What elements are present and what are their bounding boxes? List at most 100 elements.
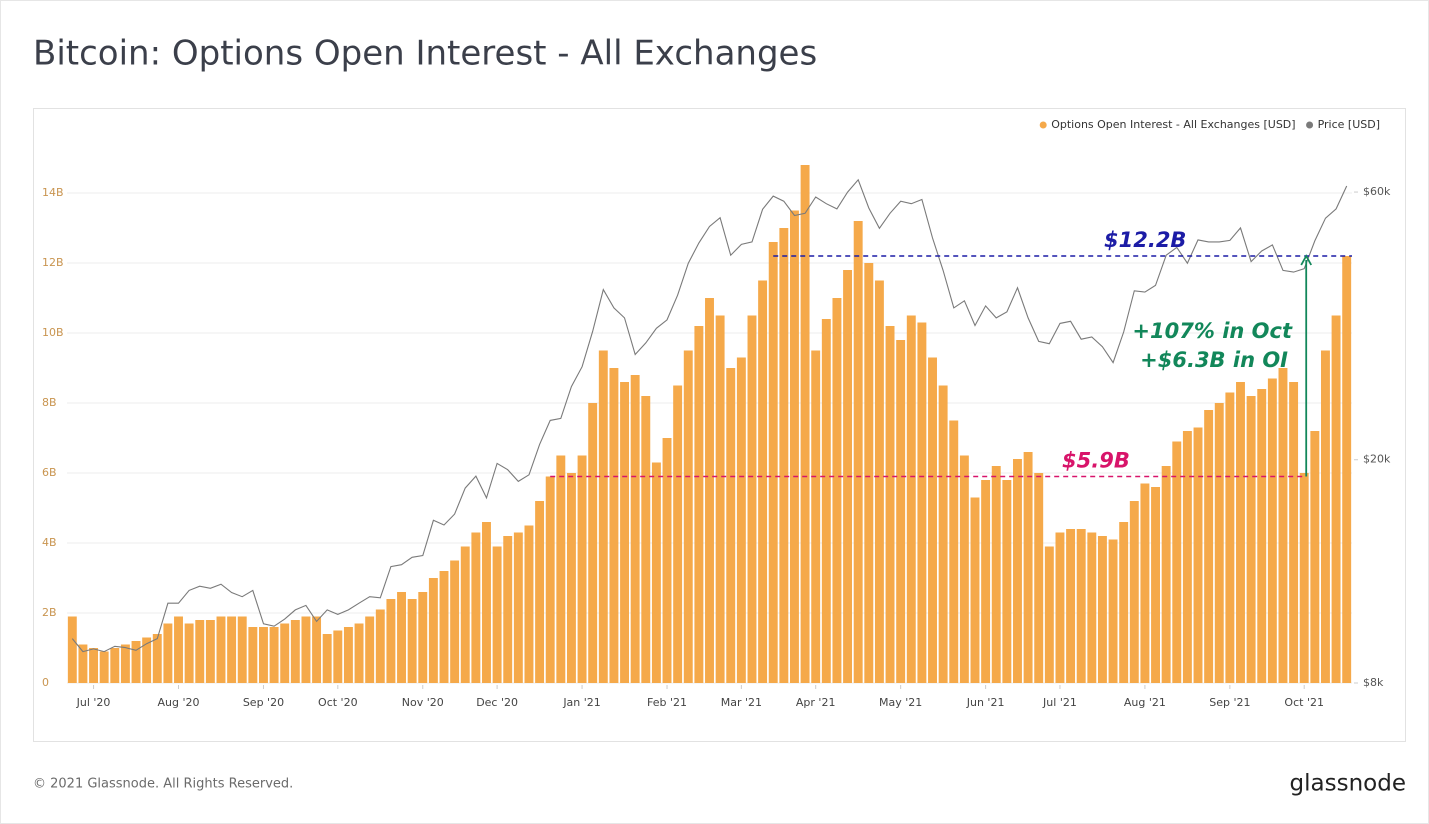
bar: [1034, 473, 1044, 683]
bar: [1204, 410, 1214, 683]
bar: [365, 616, 375, 683]
annotation: +$6.3B in OI: [1140, 348, 1288, 372]
bar: [779, 228, 789, 683]
x-tick-label: Oct '21: [1284, 696, 1324, 709]
bar: [768, 242, 778, 683]
chart-title: Bitcoin: Options Open Interest - All Exc…: [33, 34, 817, 74]
bar: [195, 620, 205, 683]
bar: [705, 298, 714, 683]
bar: [588, 403, 598, 683]
bar: [1225, 392, 1235, 683]
x-tick-label: Dec '20: [476, 696, 518, 709]
bar: [800, 165, 810, 683]
copyright: © 2021 Glassnode. All Rights Reserved.: [33, 777, 293, 792]
x-tick-label: May '21: [879, 696, 922, 709]
bar: [683, 350, 693, 683]
bar: [142, 637, 152, 683]
bar: [131, 641, 141, 683]
bar: [906, 315, 916, 683]
legend-marker: [1306, 121, 1314, 129]
bar: [120, 644, 130, 683]
y-tick-label: 0: [42, 676, 49, 689]
bar: [1013, 459, 1022, 683]
bar: [397, 592, 406, 683]
bar: [89, 648, 99, 683]
bar: [322, 634, 332, 683]
bar: [1066, 529, 1076, 683]
bar: [758, 280, 768, 683]
bar: [248, 627, 258, 683]
x-tick-label: Jun '21: [966, 696, 1005, 709]
bar: [1172, 441, 1182, 683]
bar: [715, 315, 725, 683]
bar: [736, 357, 746, 683]
bar: [1267, 378, 1277, 683]
bar: [152, 634, 162, 683]
bar: [343, 627, 353, 683]
bar: [67, 616, 77, 683]
legend-marker: [1039, 121, 1047, 129]
bar: [386, 599, 396, 683]
bar: [832, 298, 842, 683]
bar: [503, 536, 513, 683]
bar: [726, 368, 736, 683]
bar: [428, 578, 438, 683]
bar: [949, 420, 959, 683]
bar: [673, 385, 683, 683]
bar: [598, 350, 608, 683]
bar: [163, 623, 173, 683]
bar: [1289, 382, 1299, 683]
annotation: +107% in Oct: [1132, 319, 1293, 343]
bar: [492, 546, 502, 683]
y-tick-label: 2B: [42, 606, 57, 619]
bar: [609, 368, 619, 683]
bar: [1310, 431, 1320, 683]
bar: [874, 280, 884, 683]
x-tick-label: Aug '21: [1124, 696, 1166, 709]
bar: [1044, 546, 1054, 683]
bar: [885, 326, 895, 683]
bar: [1161, 466, 1171, 683]
bar: [301, 616, 311, 683]
bar: [811, 350, 821, 683]
bar: [1140, 483, 1150, 683]
bar: [237, 616, 247, 683]
bar: [1246, 396, 1256, 683]
bar: [917, 322, 927, 683]
bar: [1299, 473, 1309, 683]
bar: [545, 476, 555, 683]
bar: [651, 462, 661, 683]
bar: [1055, 532, 1065, 683]
bar: [269, 627, 279, 683]
x-tick-label: Feb '21: [647, 696, 687, 709]
bar: [312, 616, 322, 683]
price-line: [71, 178, 1348, 653]
bar: [471, 532, 481, 683]
annotation: $5.9B: [1062, 449, 1130, 473]
x-tick-label: Mar '21: [721, 696, 762, 709]
bar: [227, 616, 237, 683]
bar: [439, 571, 449, 683]
bar: [630, 375, 640, 683]
bar: [981, 480, 991, 683]
y2-tick-label: $60k: [1363, 185, 1391, 198]
bar: [566, 473, 576, 683]
y-tick-label: 4B: [42, 536, 57, 549]
bar: [1002, 480, 1012, 683]
bar: [535, 501, 545, 683]
bar: [524, 525, 534, 683]
bar: [970, 497, 980, 683]
bar: [1119, 522, 1129, 683]
bar: [556, 455, 566, 683]
bar: [184, 623, 194, 683]
bar: [1320, 350, 1330, 683]
bar: [418, 592, 428, 683]
brand: glassnode: [1290, 771, 1406, 797]
bar: [1257, 389, 1267, 683]
bar: [375, 609, 385, 683]
bar: [333, 630, 343, 683]
legend-label: Price [USD]: [1318, 118, 1380, 131]
bar: [1023, 452, 1033, 683]
bar: [1097, 536, 1107, 683]
